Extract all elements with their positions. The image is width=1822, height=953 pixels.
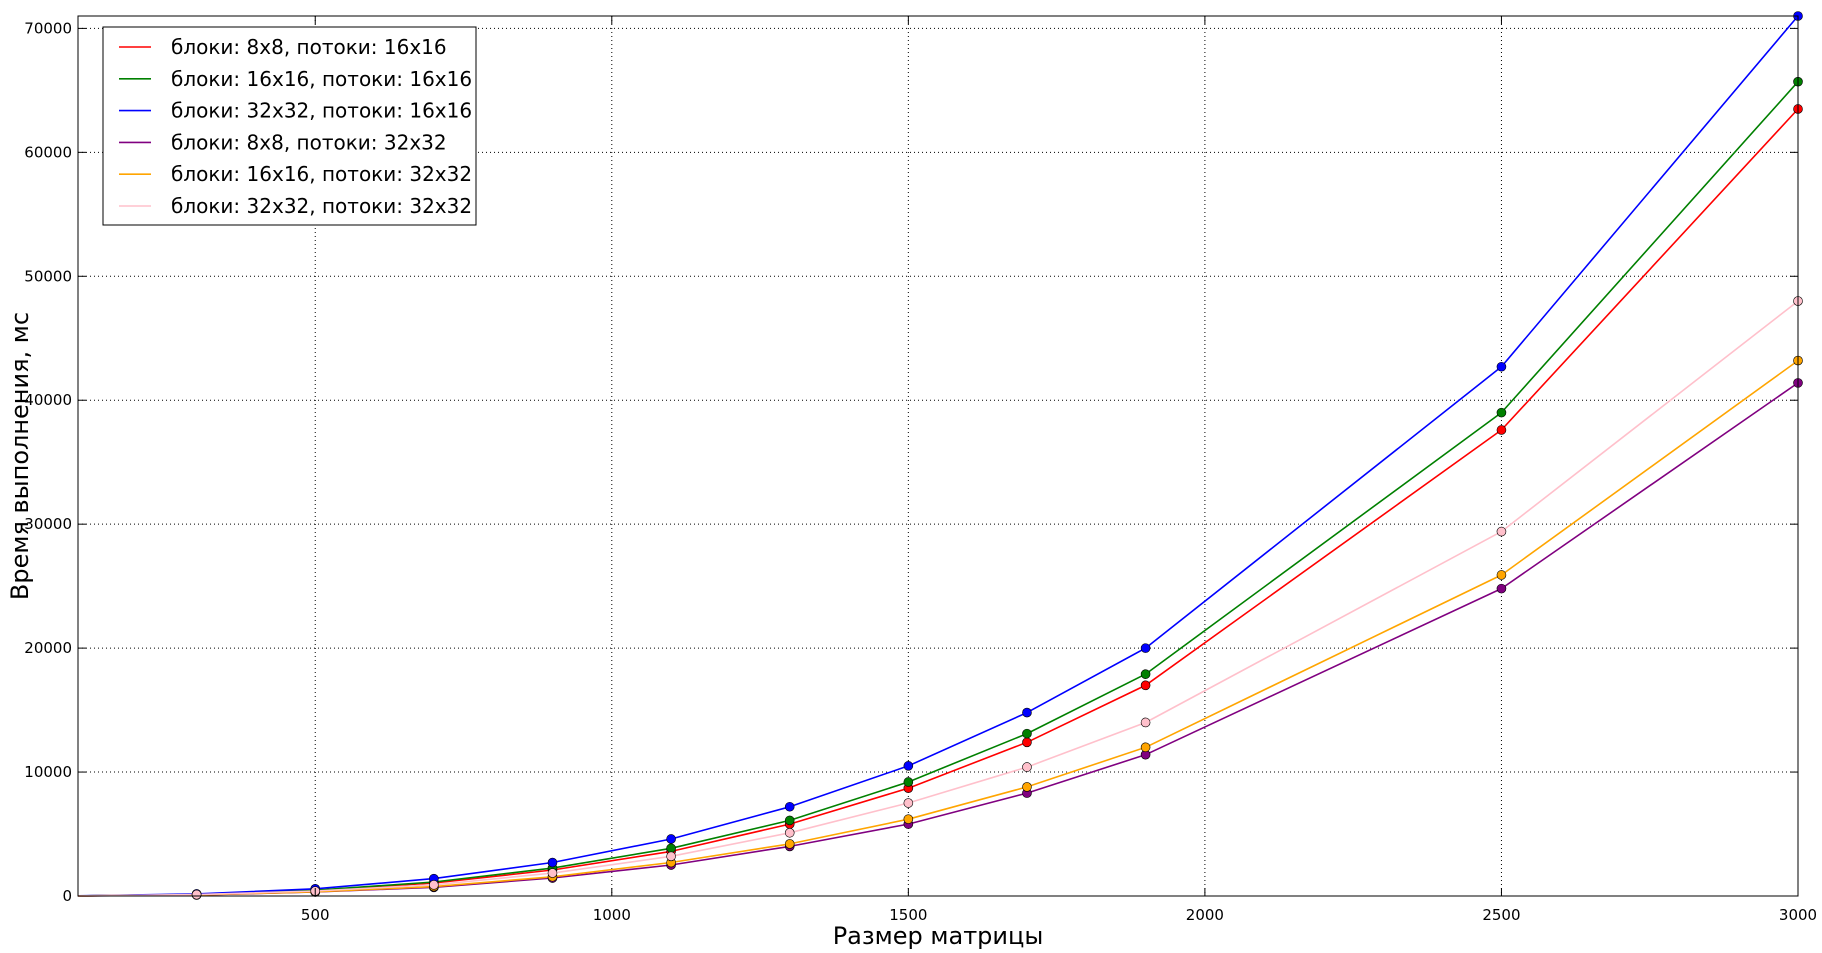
data-point — [903, 814, 914, 824]
data-point — [784, 801, 795, 812]
data-point — [784, 827, 795, 838]
x-tick-label: 1000 — [593, 906, 631, 924]
data-point — [191, 889, 202, 900]
y-tick-label: 0 — [62, 887, 72, 905]
data-point — [1140, 669, 1151, 679]
data-point — [1496, 361, 1507, 372]
legend-label: блоки: 16x16, потоки: 32x32 — [171, 162, 472, 186]
data-point — [1496, 425, 1507, 435]
x-tick-label: 2000 — [1186, 906, 1224, 924]
data-point — [1496, 570, 1507, 580]
y-axis-label: Время выполнения, мс — [6, 312, 34, 600]
data-point — [1496, 583, 1507, 594]
data-point — [903, 761, 914, 771]
legend-label: блоки: 8x8, потоки: 16x16 — [171, 35, 447, 59]
data-point — [547, 857, 558, 868]
data-point — [1140, 717, 1151, 728]
legend: блоки: 8x8, потоки: 16x16 блоки: 16x16, п… — [102, 26, 477, 226]
y-tick-label: 70000 — [24, 19, 72, 37]
x-tick-label: 1500 — [889, 906, 927, 924]
x-tick-label: 500 — [301, 906, 330, 924]
data-point — [1022, 782, 1032, 792]
legend-label: блоки: 8x8, потоки: 32x32 — [171, 130, 447, 154]
data-point — [784, 839, 795, 849]
y-tick-label: 20000 — [24, 639, 72, 657]
y-tick-label: 40000 — [24, 391, 72, 409]
y-tick-label: 60000 — [24, 143, 72, 161]
data-point — [784, 815, 795, 826]
data-point — [1140, 742, 1151, 753]
data-point — [1022, 737, 1032, 748]
x-axis: 500 1000 1500 2000 2500 3000 — [301, 16, 1817, 924]
data-point — [666, 843, 676, 854]
series-line-6 — [77, 300, 1799, 897]
data-point — [1496, 526, 1507, 537]
legend-label: блоки: 16x16, потоки: 16x16 — [171, 67, 472, 91]
data-point — [547, 868, 558, 878]
data-point — [429, 880, 439, 890]
data-point — [1496, 407, 1507, 418]
data-point — [1140, 643, 1151, 653]
legend-label: блоки: 32x32, потоки: 32x32 — [171, 194, 472, 218]
x-tick-label: 3000 — [1779, 906, 1817, 924]
legend-label: блоки: 32x32, потоки: 16x16 — [171, 99, 472, 123]
x-tick-label: 2500 — [1482, 906, 1520, 924]
y-tick-label: 50000 — [24, 267, 72, 285]
data-point — [1022, 707, 1032, 718]
data-point — [903, 777, 914, 787]
data-point — [1022, 728, 1032, 739]
series-points — [191, 11, 1803, 900]
data-point — [903, 798, 914, 808]
data-point — [666, 851, 676, 862]
plot-frame — [77, 15, 1799, 897]
x-axis-label: Размер матрицы — [833, 922, 1044, 950]
legend-box — [102, 26, 477, 226]
y-tick-label: 30000 — [24, 515, 72, 533]
data-point — [1140, 680, 1151, 691]
series-lines — [77, 15, 1799, 897]
y-tick-label: 10000 — [24, 763, 72, 781]
series-line-3 — [77, 15, 1799, 897]
data-point — [1022, 762, 1032, 772]
y-axis: 0 10000 20000 30000 40000 50000 60000 70000 — [24, 19, 1798, 905]
data-point — [666, 834, 676, 844]
